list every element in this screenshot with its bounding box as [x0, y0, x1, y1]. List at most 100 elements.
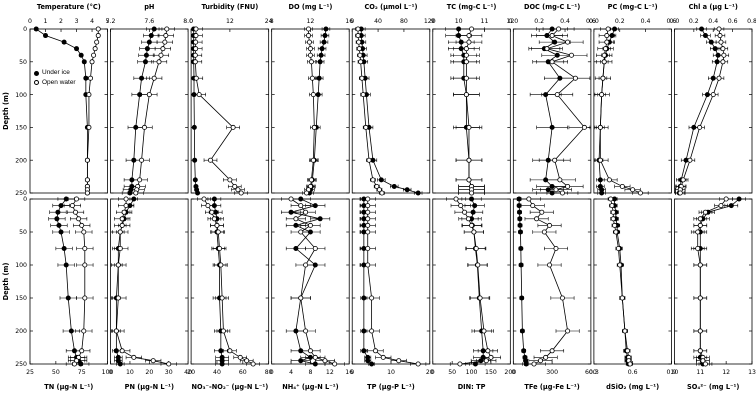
data-point — [612, 222, 618, 228]
data-point — [366, 157, 372, 163]
series-open-water — [84, 26, 101, 196]
data-point — [619, 183, 625, 189]
data-point — [288, 196, 294, 202]
data-point — [472, 203, 478, 209]
series-open-water — [191, 26, 248, 196]
data-point — [86, 124, 92, 130]
series-under-ice — [357, 26, 423, 196]
data-point — [700, 358, 706, 364]
data-point — [630, 187, 636, 193]
data-point — [543, 354, 549, 360]
data-point — [469, 26, 475, 32]
data-point — [69, 203, 75, 209]
x-tick-label: 150 — [485, 369, 497, 376]
x-tick-label: 40 — [374, 18, 382, 25]
data-point — [610, 216, 616, 222]
panel-title: Turbidity (FNU) — [201, 3, 258, 11]
data-point — [166, 361, 172, 367]
panel-title: Temperature (°C) — [37, 3, 101, 11]
data-point — [113, 328, 119, 334]
data-point — [54, 216, 60, 222]
data-point — [716, 75, 722, 81]
data-point — [191, 124, 197, 130]
data-point — [355, 26, 361, 32]
y-axis-label: Depth (m) — [2, 263, 10, 301]
data-point — [565, 183, 571, 189]
data-point — [379, 190, 385, 196]
data-point — [613, 229, 619, 235]
data-point — [307, 222, 313, 228]
data-point — [554, 92, 560, 98]
data-point — [137, 177, 143, 183]
data-point — [288, 209, 294, 215]
x-tick-label: 12 — [506, 18, 514, 25]
data-point — [361, 348, 367, 354]
data-point — [193, 39, 199, 45]
depth-tick-label: 0 — [23, 196, 27, 203]
series-open-water — [359, 196, 427, 367]
data-point — [84, 157, 90, 163]
data-point — [549, 124, 555, 130]
data-point — [115, 295, 121, 301]
depth-tick-label: 50 — [19, 59, 27, 66]
x-tick-label: 0 — [350, 18, 354, 25]
data-point — [148, 33, 154, 39]
series-under-ice — [305, 26, 331, 196]
legend-item-under-ice: Under ice — [34, 69, 76, 77]
x-tick-label: 9 — [431, 18, 435, 25]
x-tick-label: 80 — [265, 369, 273, 376]
data-point — [82, 262, 88, 268]
series-open-water — [453, 26, 485, 196]
x-tick-label: 20 — [187, 369, 195, 376]
data-point — [415, 361, 421, 367]
panel-title: PC (mg-C L⁻¹) — [608, 3, 658, 11]
data-point — [549, 348, 555, 354]
data-point — [458, 203, 464, 209]
data-point — [372, 348, 378, 354]
data-point — [119, 222, 125, 228]
data-point — [162, 39, 168, 45]
x-tick-label: 0.6 — [628, 369, 638, 376]
data-point — [133, 190, 139, 196]
data-point — [365, 209, 371, 215]
legend-item-open-water: Open water — [34, 79, 76, 87]
x-tick-label: 40 — [213, 369, 221, 376]
data-point — [463, 59, 469, 65]
data-point — [211, 216, 217, 222]
data-point — [119, 348, 125, 354]
data-point — [473, 245, 479, 251]
data-point — [218, 262, 224, 268]
data-point — [531, 361, 537, 367]
data-point — [303, 209, 309, 215]
data-point — [317, 59, 323, 65]
data-point — [117, 229, 123, 235]
data-point — [610, 209, 616, 215]
data-point — [322, 33, 328, 39]
data-point — [605, 26, 611, 32]
data-point — [728, 203, 734, 209]
data-point — [323, 26, 329, 32]
data-point — [307, 46, 313, 52]
panel-chla: 0.0 0.2 0.4 0.6 0.8 Chl a (µg L⁻¹) — [670, 3, 756, 196]
panel-title: PN (µg-N L⁻¹) — [125, 383, 174, 391]
data-point — [360, 92, 366, 98]
panel-co2: 0 40 80 120 CO₂ (µmol L⁻¹) — [350, 3, 436, 196]
data-point — [207, 157, 213, 163]
depth-tick-label: 100 — [15, 262, 27, 269]
data-point — [544, 46, 550, 52]
x-tick-label: 20 — [426, 369, 434, 376]
data-point — [298, 295, 304, 301]
data-point — [82, 295, 88, 301]
panel-do: 8 12 16 DO (mg L⁻¹) — [270, 3, 353, 196]
data-point — [55, 209, 61, 215]
data-point — [298, 229, 304, 235]
x-tick-label: 11 — [481, 18, 489, 25]
data-point — [552, 157, 558, 163]
data-point — [699, 26, 705, 32]
data-point — [463, 75, 469, 81]
data-point — [697, 222, 703, 228]
data-point — [569, 52, 575, 58]
x-tick-label: 0.2 — [689, 18, 699, 25]
data-point — [695, 229, 701, 235]
